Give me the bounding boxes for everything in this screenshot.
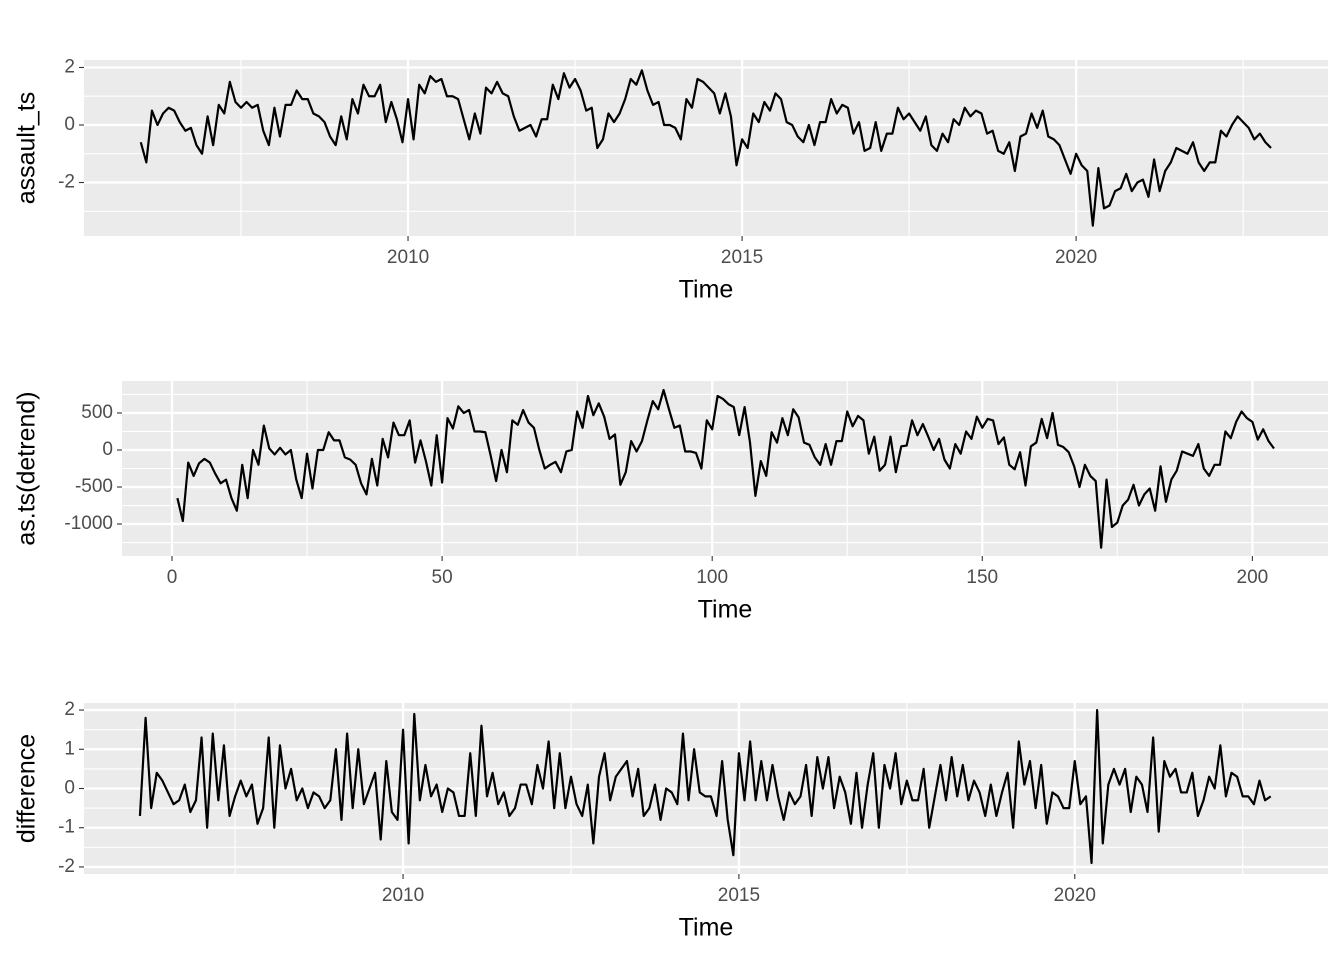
y-tick-label: 2	[64, 699, 75, 720]
y-tick-label: 1	[64, 738, 75, 759]
x-tick-label: 100	[696, 567, 728, 588]
x-tick-label: 2015	[721, 247, 763, 268]
x-tick-label: 2020	[1054, 885, 1096, 906]
x-axis-title: Time	[679, 276, 734, 304]
y-tick-label: 2	[64, 56, 75, 77]
x-axis-title: Time	[679, 914, 734, 942]
x-tick-label: 0	[167, 567, 178, 588]
y-tick-label: -500	[75, 476, 113, 497]
x-tick-label: 50	[432, 567, 453, 588]
y-tick-label: 0	[102, 439, 113, 460]
x-tick-label: 2015	[718, 885, 760, 906]
x-tick-label: 200	[1237, 567, 1269, 588]
y-axis-title: as.ts(detrend)	[13, 391, 41, 545]
series-line	[176, 388, 1275, 549]
series-line	[138, 708, 1272, 865]
y-tick-label: 500	[81, 402, 113, 423]
y-tick-label: -1	[58, 817, 75, 838]
x-tick-label: 150	[966, 567, 998, 588]
panel-background	[84, 60, 1328, 236]
y-axis-title: assault_ts	[13, 92, 41, 205]
y-tick-label: -2	[58, 856, 75, 877]
x-tick-label: 2010	[382, 885, 424, 906]
y-tick-label: 0	[64, 114, 75, 135]
y-axis-title: difference	[13, 734, 41, 843]
y-tick-label: -2	[58, 172, 75, 193]
series-line	[139, 69, 1272, 227]
y-tick-label: 0	[64, 778, 75, 799]
x-tick-label: 2010	[387, 247, 429, 268]
x-tick-label: 2020	[1055, 247, 1097, 268]
x-axis-title: Time	[698, 596, 753, 624]
y-tick-label: -1000	[64, 513, 113, 534]
